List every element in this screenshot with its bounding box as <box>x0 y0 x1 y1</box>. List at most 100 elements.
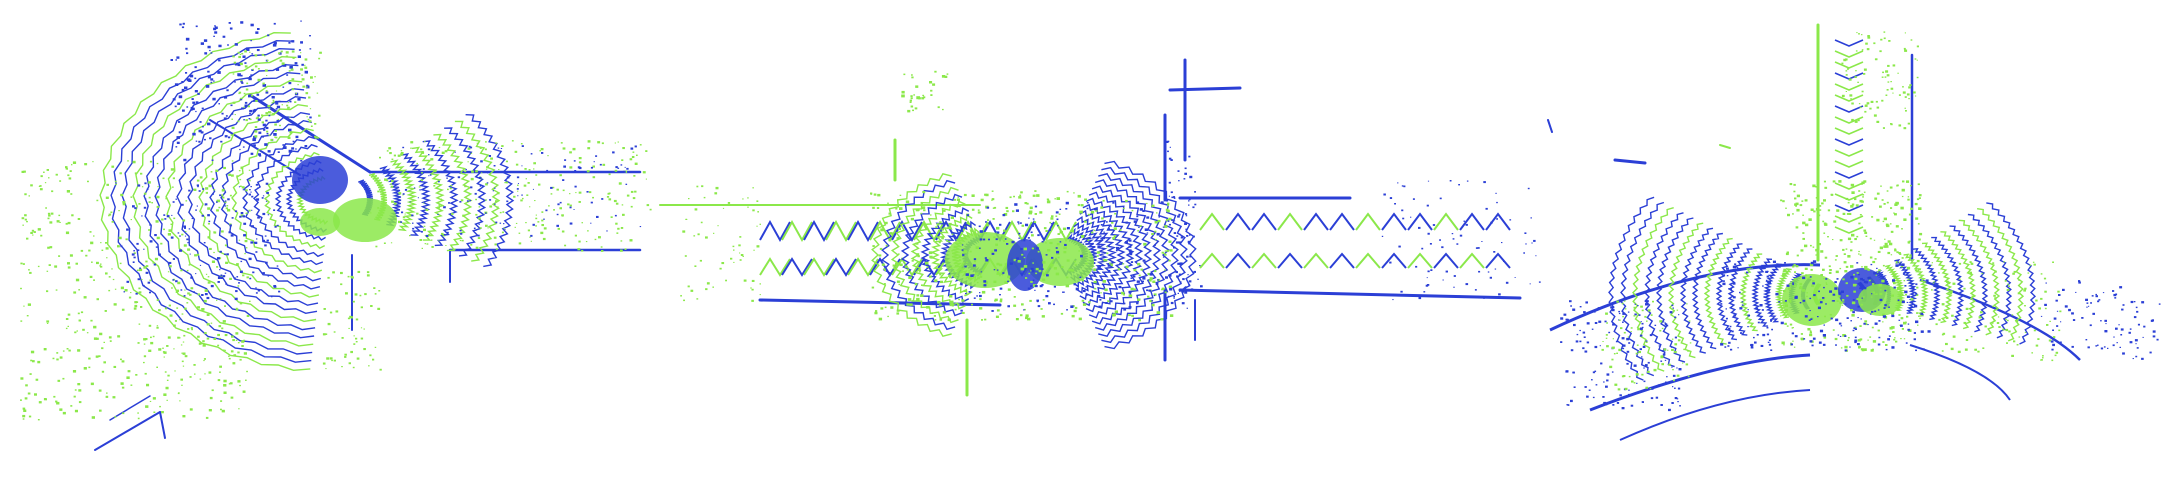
scan-point <box>587 230 589 232</box>
scan-point <box>1685 363 1689 366</box>
scan-point <box>1896 184 1899 187</box>
scan-point <box>753 249 755 251</box>
scan-point <box>156 195 160 199</box>
scan-point <box>101 370 105 373</box>
scan-point <box>991 190 994 192</box>
scan-point <box>1916 59 1918 61</box>
scan-point <box>1078 317 1082 321</box>
scan-point <box>1168 157 1172 160</box>
scan-ring <box>1986 202 2037 345</box>
scan-point <box>1970 272 1973 275</box>
scan-point <box>230 396 234 399</box>
scan-point <box>277 118 280 120</box>
scan-point <box>390 185 394 188</box>
scan-point <box>1887 240 1891 243</box>
scan-point <box>467 161 469 163</box>
scan-point <box>267 275 270 277</box>
scan-point <box>1570 399 1573 403</box>
scan-point <box>1137 262 1141 266</box>
scan-point <box>608 173 611 176</box>
scan-point <box>1831 300 1834 302</box>
scan-point <box>1618 312 1621 315</box>
scan-point <box>1456 243 1459 245</box>
scan-point <box>1883 37 1886 40</box>
scan-point <box>1812 246 1815 248</box>
scan-point <box>1095 209 1098 212</box>
scan-point <box>2064 305 2068 308</box>
scan-point <box>1080 204 1084 207</box>
scan-point <box>1770 320 1772 322</box>
scan-point <box>274 123 277 126</box>
scan-point <box>979 298 982 301</box>
scan-point <box>325 368 327 370</box>
scan-point <box>1636 382 1638 384</box>
scan-point <box>1825 278 1828 280</box>
scan-point <box>1458 295 1461 298</box>
scan-point <box>1855 70 1857 72</box>
scan-point <box>1674 336 1677 339</box>
scan-point <box>981 290 986 294</box>
scan-ring <box>1620 201 1665 377</box>
scan-point <box>1942 332 1946 335</box>
scan-point <box>2002 328 2005 331</box>
scan-point <box>1844 345 1848 349</box>
scan-ring <box>1834 83 1864 91</box>
scan-point <box>548 205 550 207</box>
scan-point <box>1034 190 1037 192</box>
scan-point <box>598 236 601 239</box>
scan-point <box>1132 275 1136 278</box>
scan-point <box>1838 322 1842 325</box>
scan-point <box>601 250 604 252</box>
scan-point <box>942 311 946 314</box>
scan-point <box>420 230 423 233</box>
scan-point <box>914 283 918 286</box>
scan-point <box>999 298 1003 301</box>
scan-point <box>173 348 175 350</box>
scan-point <box>1582 347 1585 350</box>
scan-point <box>144 372 147 375</box>
scan-point <box>438 206 440 209</box>
scan-point <box>1030 285 1033 288</box>
scan-point <box>331 359 333 362</box>
scan-point <box>1524 232 1527 234</box>
scan-point <box>966 261 968 263</box>
scan-point <box>65 318 69 320</box>
scan-point <box>897 253 900 255</box>
scan-point <box>1112 237 1116 240</box>
scan-point <box>1115 249 1118 252</box>
scan-point <box>486 166 489 169</box>
scan-point <box>1786 284 1790 287</box>
scan-point <box>288 149 293 153</box>
scan-point <box>1668 363 1671 366</box>
scan-point <box>123 291 125 293</box>
scan-point <box>59 408 63 411</box>
scan-point <box>486 182 489 184</box>
scan-ring <box>891 219 923 243</box>
scan-point <box>1963 321 1966 324</box>
scan-point <box>350 275 353 278</box>
scan-point <box>274 136 276 138</box>
scan-point <box>66 190 70 193</box>
scan-point <box>163 356 165 358</box>
scan-point <box>1051 215 1054 218</box>
scan-point <box>1792 340 1794 342</box>
scan-point <box>249 300 251 302</box>
scan-point <box>1599 345 1601 347</box>
scan-ring <box>1834 149 1864 157</box>
scan-point <box>2040 297 2043 300</box>
scan-point <box>234 43 238 46</box>
scan-point <box>255 287 257 289</box>
scan-point <box>634 145 637 148</box>
scan-point <box>105 395 109 398</box>
scan-point <box>1747 326 1749 328</box>
scan-point <box>1168 217 1172 221</box>
scan-point <box>1170 159 1173 161</box>
scan-point <box>20 262 23 265</box>
scan-point <box>459 229 462 232</box>
scan-point <box>534 200 536 202</box>
scan-point <box>1090 222 1092 224</box>
scan-point <box>308 120 312 123</box>
scan-point <box>1094 280 1097 284</box>
scan-point <box>300 159 303 162</box>
scan-point <box>1090 274 1094 277</box>
